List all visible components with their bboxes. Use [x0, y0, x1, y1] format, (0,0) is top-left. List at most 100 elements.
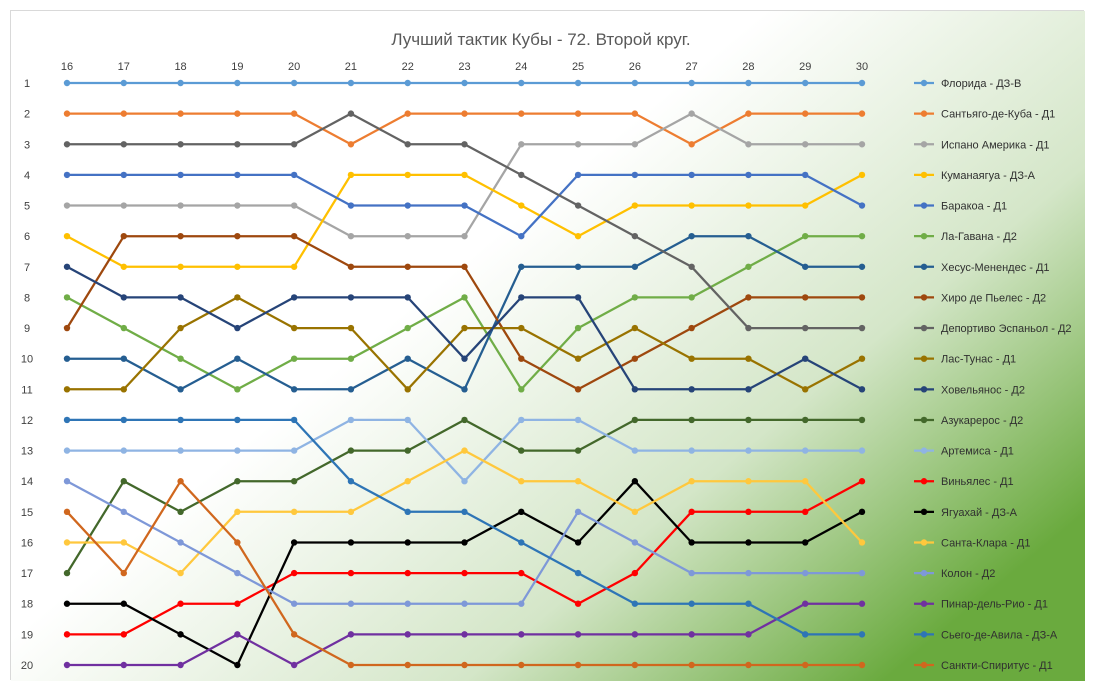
series-point [63, 661, 71, 669]
legend-item: Санкти-Спиритус - Д1 [914, 660, 1053, 672]
y-tick-label: 5 [24, 201, 30, 213]
series-group [63, 110, 866, 148]
series-point [63, 171, 71, 179]
x-tick-label: 21 [345, 61, 357, 73]
legend-label: Ягуахай - ДЗ-А [941, 507, 1018, 519]
legend-label: Виньялес - Д1 [941, 476, 1014, 488]
series-point [461, 661, 468, 669]
series-point [290, 631, 298, 638]
series-point [290, 661, 298, 669]
series-point [802, 600, 809, 607]
series-point [858, 569, 866, 577]
series-point [404, 416, 411, 424]
x-tick-label: 26 [629, 61, 641, 73]
x-tick-label: 25 [572, 61, 584, 73]
series-point [63, 508, 71, 516]
series-point [347, 508, 355, 516]
series-point [404, 447, 411, 454]
x-tick-label: 24 [515, 61, 527, 73]
series-point [120, 141, 127, 148]
series-point [518, 478, 525, 485]
series-point [461, 171, 468, 179]
series-point [461, 631, 468, 638]
series-point [574, 539, 582, 546]
y-tick-label: 4 [24, 170, 30, 182]
series-point [858, 355, 866, 362]
series-point [574, 386, 582, 393]
x-tick-label: 17 [118, 61, 130, 73]
legend-item: Баракоа - Д1 [914, 201, 1007, 213]
series-point [290, 263, 298, 270]
y-tick-label: 15 [21, 507, 33, 519]
series-point [290, 141, 298, 148]
series-point [858, 478, 866, 485]
legend-point-marker [920, 324, 928, 332]
series-point [518, 202, 525, 209]
series-point [63, 416, 71, 424]
series-point [234, 661, 241, 669]
series-point [347, 324, 355, 332]
series-point [234, 202, 241, 209]
series-point [518, 324, 525, 332]
series-point [631, 141, 639, 148]
series-point [290, 416, 298, 424]
series-point [120, 661, 127, 669]
series-point [120, 294, 127, 301]
series-point [177, 386, 184, 393]
legend-point-marker [920, 294, 928, 301]
series-lines [63, 79, 866, 669]
series-point [688, 263, 695, 270]
series-point [63, 324, 71, 332]
series-point [858, 447, 866, 454]
series-point [461, 600, 468, 607]
series-point [745, 232, 752, 240]
series-point [688, 355, 695, 362]
series-point [745, 661, 752, 669]
x-tick-label: 27 [686, 61, 698, 73]
series-point [574, 416, 582, 424]
y-tick-label: 6 [24, 231, 30, 243]
legend-label: Депортиво Эспаньол - Д2 [941, 323, 1072, 335]
series-point [234, 508, 241, 516]
series-point [234, 539, 241, 546]
series-point [177, 232, 184, 240]
series-point [631, 569, 639, 577]
legend-label: Сьего-де-Авила - ДЗ-А [941, 629, 1058, 641]
series-point [802, 232, 809, 240]
series-point [461, 294, 468, 301]
series-point [290, 110, 298, 117]
legend-label: Испано Америка - Д1 [941, 139, 1050, 151]
series-point [347, 355, 355, 362]
series-point [745, 110, 752, 117]
series-point [858, 110, 866, 117]
series-point [404, 202, 411, 209]
series-point [631, 600, 639, 607]
series-point [404, 631, 411, 638]
series-group [63, 600, 866, 669]
series-point [688, 569, 695, 577]
legend-item: Сантьяго-де-Куба - Д1 [914, 109, 1055, 121]
series-point [120, 263, 127, 270]
legend-item: Лас-Тунас - Д1 [914, 354, 1016, 366]
series-point [404, 171, 411, 179]
series-point [290, 355, 298, 362]
series-point [802, 508, 809, 516]
y-tick-label: 10 [21, 354, 33, 366]
legend-label: Ла-Гавана - Д2 [941, 231, 1017, 243]
y-tick-label: 19 [21, 629, 33, 641]
series-point [63, 79, 71, 87]
series-point [290, 508, 298, 516]
series-point [688, 232, 695, 240]
series-point [234, 600, 241, 607]
series-point [631, 294, 639, 301]
series-point [802, 324, 809, 332]
series-point [347, 110, 355, 117]
legend-point-marker [920, 141, 928, 148]
series-group [63, 478, 866, 607]
series-point [858, 386, 866, 393]
series-point [858, 202, 866, 209]
x-tick-label: 28 [742, 61, 754, 73]
y-tick-label: 18 [21, 599, 33, 611]
legend-item: Депортиво Эспаньол - Д2 [914, 323, 1072, 335]
series-point [120, 447, 127, 454]
